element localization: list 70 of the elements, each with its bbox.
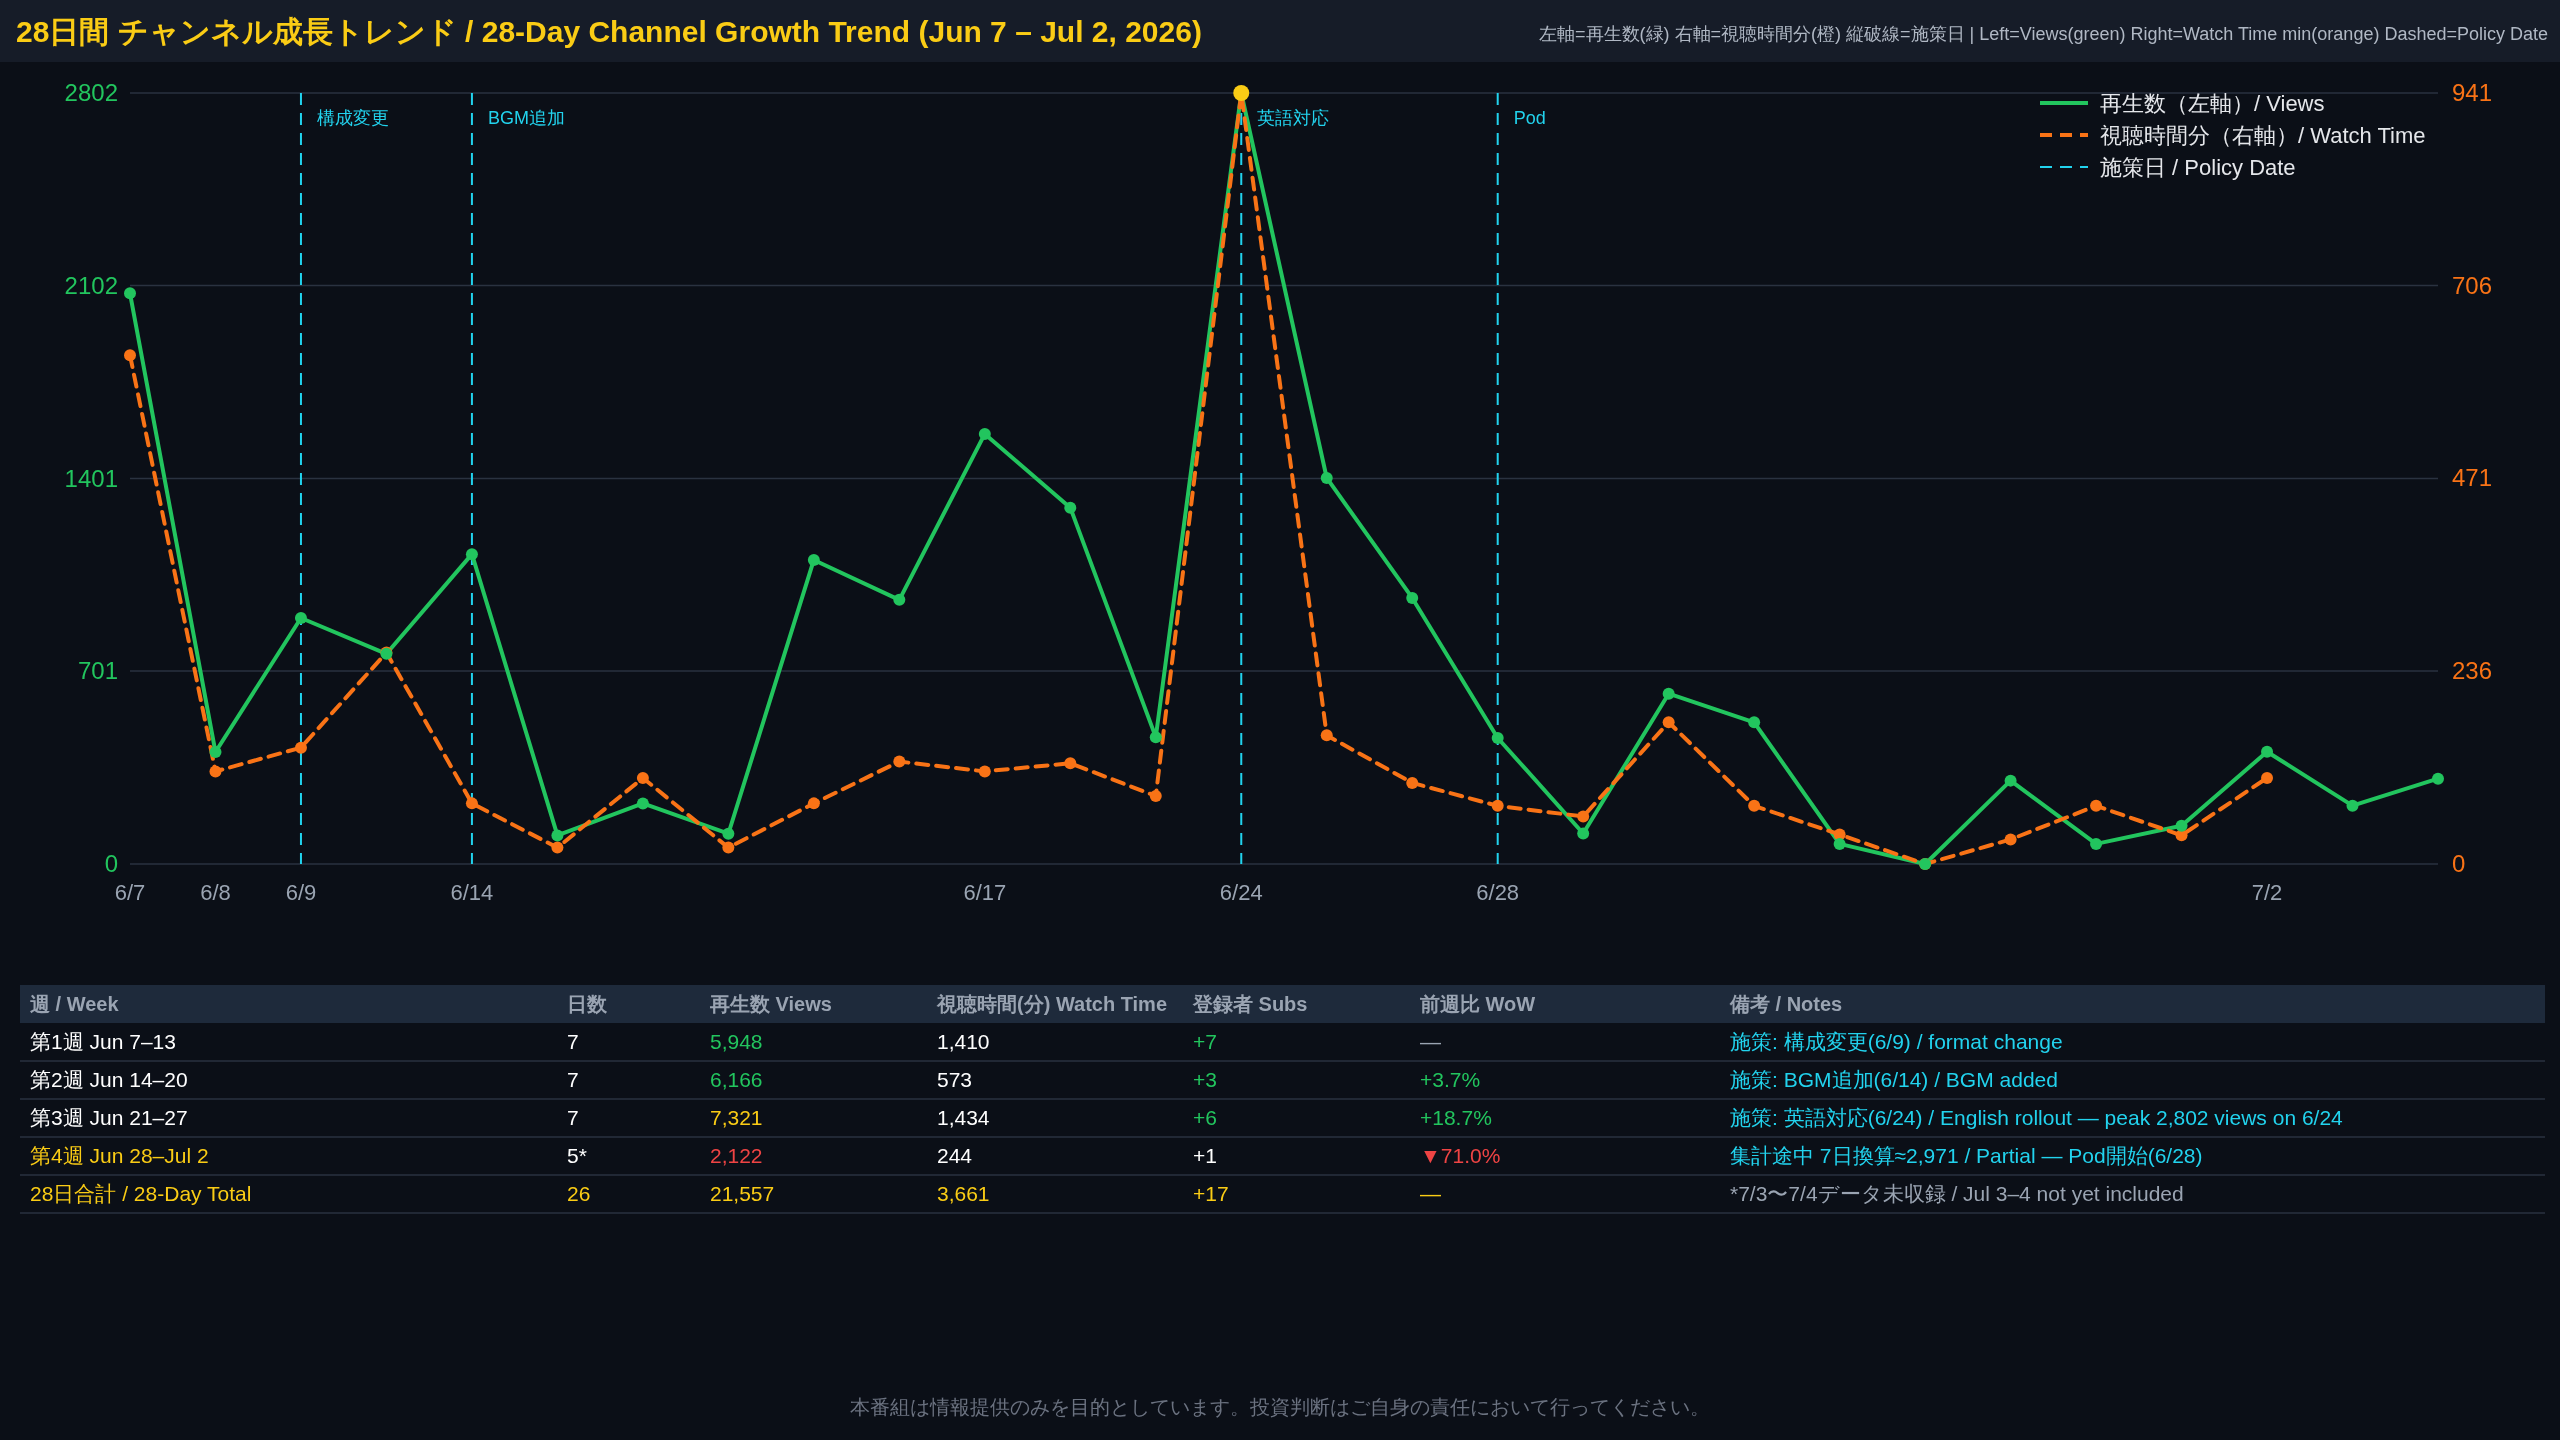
category-label: 前週比 WoW	[1419, 993, 1536, 1015]
text: —	[1420, 1030, 1441, 1053]
category-label: 日数	[567, 993, 608, 1015]
ref-line-label: Pod	[1513, 108, 1546, 128]
category-label: 視聴時間(分) Watch Time	[936, 993, 1168, 1015]
text: 第1週 Jun 7–13	[30, 1030, 176, 1053]
text: 本番組は情報提供のみを目的としています。投資判断はご自身の責任において行ってください。	[850, 1396, 1710, 1418]
x-tick-label: 6/28	[1476, 880, 1520, 905]
text: ▼71.0%	[1420, 1144, 1501, 1167]
text: 5,948	[710, 1030, 763, 1053]
text: 第3週 Jun 21–27	[30, 1106, 188, 1129]
text: 7	[567, 1030, 579, 1053]
x-tick-label: 7/2	[2251, 880, 2283, 905]
chart-title: 28日間 チャンネル成長トレンド / 28-Day Channel Growth Trend (Jun 7 – Jul 2, 2026)	[16, 15, 1202, 48]
text: +3.7%	[1420, 1068, 1481, 1091]
annotation: 施策日 / Policy Date	[2100, 155, 2296, 180]
text: 3,661	[937, 1182, 990, 1205]
text: 6,166	[710, 1068, 763, 1091]
text: 244	[937, 1144, 973, 1167]
text: +1	[1193, 1144, 1217, 1167]
text: 7,321	[710, 1106, 763, 1129]
y-tick-label: 701	[77, 657, 118, 685]
text: 1,410	[937, 1030, 990, 1053]
text: —	[1420, 1182, 1441, 1205]
chart-subtitle: 左軸=再生数(緑) 右軸=視聴時間分(橙) 縦破線=施策日 | Left=Views(green) Right=Watch Time min(orange) Dashed=Policy Date	[1539, 24, 2548, 44]
y-tick-label: 1401	[64, 464, 118, 492]
x-tick-label: 6/24	[1219, 880, 1263, 905]
text: 21,557	[710, 1182, 775, 1205]
y-tick-label: 0	[104, 850, 118, 877]
category-label: 登録者 Subs	[1192, 993, 1308, 1015]
text: 5*	[567, 1144, 587, 1167]
y2-tick-label: 471	[2452, 464, 2493, 492]
text: 1,434	[937, 1106, 990, 1129]
ref-line-label: 英語対応	[1257, 108, 1330, 128]
ref-line-label: BGM追加	[487, 108, 565, 128]
text: 573	[937, 1068, 973, 1091]
text: +17	[1193, 1182, 1229, 1205]
text: *7/3〜7/4データ未収録 / Jul 3–4 not yet included	[1730, 1182, 2184, 1205]
text: 第2週 Jun 14–20	[30, 1068, 188, 1091]
x-tick-label: 6/8	[200, 880, 231, 905]
y-tick-label: 2802	[64, 79, 118, 106]
category-label: 再生数 Views	[709, 993, 832, 1015]
y2-tick-label: 236	[2452, 656, 2493, 684]
y-tick-label: 2102	[64, 271, 118, 299]
x-tick-label: 6/14	[450, 880, 494, 905]
ref-line-label: 構成変更	[316, 108, 389, 128]
text: +18.7%	[1420, 1106, 1492, 1129]
y2-tick-label: 941	[2452, 79, 2493, 106]
legend-label: 再生数（左軸）/ Views	[2100, 91, 2325, 116]
legend-label: 視聴時間分（右軸）/ Watch Time	[2100, 123, 2426, 148]
x-tick-label: 6/7	[114, 880, 146, 905]
category-label: 週 / Week	[29, 993, 120, 1015]
text: 26	[567, 1182, 591, 1205]
text: 集計途中 7日換算≈2,971 / Partial — Pod開始(6/28)	[1730, 1144, 2203, 1167]
text: +3	[1193, 1068, 1217, 1091]
x-tick-label: 6/9	[285, 880, 317, 905]
category-label: 備考 / Notes	[1729, 993, 1843, 1015]
text: 7	[567, 1068, 579, 1091]
y2-tick-label: 706	[2452, 271, 2493, 299]
text: 7	[567, 1106, 579, 1129]
y2-tick-label: 0	[2452, 850, 2466, 877]
text: +6	[1193, 1106, 1217, 1129]
text: +7	[1193, 1030, 1217, 1053]
text: 28日合計 / 28-Day Total	[30, 1182, 252, 1205]
text: 施策: 構成変更(6/9) / format change	[1730, 1030, 2063, 1053]
x-tick-label: 6/17	[963, 880, 1007, 905]
text: 施策: BGM追加(6/14) / BGM added	[1730, 1068, 2058, 1091]
text: 第4週 Jun 28–Jul 2	[30, 1144, 209, 1167]
text: 2,122	[710, 1144, 763, 1167]
text: 施策: 英語対応(6/24) / English rollout — peak 2,802 views on 6/24	[1730, 1106, 2343, 1129]
